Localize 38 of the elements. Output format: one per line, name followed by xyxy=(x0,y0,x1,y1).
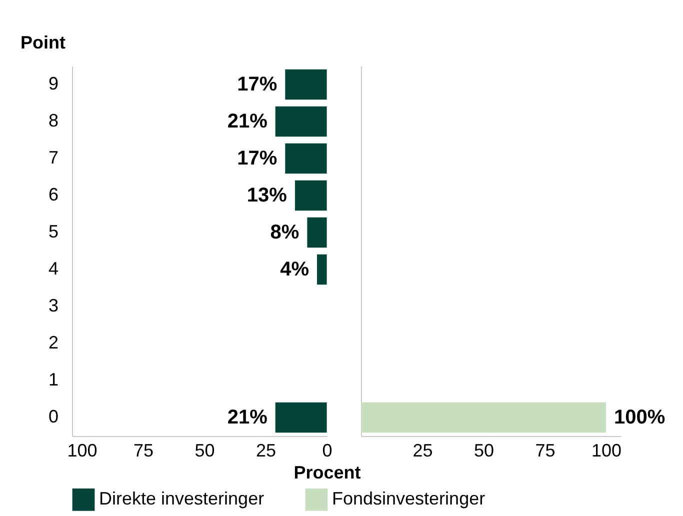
y-tick-label: 9 xyxy=(48,74,58,94)
y-tick-label: 0 xyxy=(48,406,58,426)
x-tick-label: 25 xyxy=(412,440,433,460)
x-tick-label: 50 xyxy=(474,440,494,460)
y-tick-label: 8 xyxy=(48,110,58,130)
x-tick-label: 75 xyxy=(134,440,154,460)
y-tick-label: 1 xyxy=(48,370,58,390)
data-label: 13% xyxy=(246,184,288,206)
bar xyxy=(285,143,327,174)
y-tick-label: 4 xyxy=(48,258,58,278)
y-axis-title: Point xyxy=(20,32,66,52)
y-tick-label: 7 xyxy=(48,148,58,168)
y-tick-label: 2 xyxy=(48,332,58,352)
y-tick-label: 5 xyxy=(48,222,58,242)
x-tick-label: 75 xyxy=(535,440,556,460)
y-tick-label: 6 xyxy=(48,184,58,204)
x-tick-label: 0 xyxy=(322,440,332,460)
data-label: 17% xyxy=(237,74,278,96)
data-label: 100% xyxy=(614,406,666,428)
bar xyxy=(275,106,327,137)
bar xyxy=(285,69,327,100)
x-tick-label: 50 xyxy=(194,440,215,460)
bar xyxy=(294,180,327,211)
y-tick-label: 3 xyxy=(48,296,58,316)
data-label: 21% xyxy=(227,406,268,428)
data-label: 17% xyxy=(237,148,278,170)
data-label: 4% xyxy=(280,258,310,280)
bar xyxy=(275,402,327,433)
bar xyxy=(317,254,327,285)
x-axis-title: Procent xyxy=(294,462,361,482)
x-tick-label: 100 xyxy=(67,440,98,460)
legend-label: Direkte investeringer xyxy=(99,488,264,509)
x-tick-label: 100 xyxy=(591,440,622,460)
x-tick-label: 25 xyxy=(256,440,276,460)
bar xyxy=(307,217,327,248)
data-label: 8% xyxy=(270,222,300,244)
legend-label: Fondsinvesteringer xyxy=(332,488,486,509)
data-label: 21% xyxy=(227,110,268,132)
